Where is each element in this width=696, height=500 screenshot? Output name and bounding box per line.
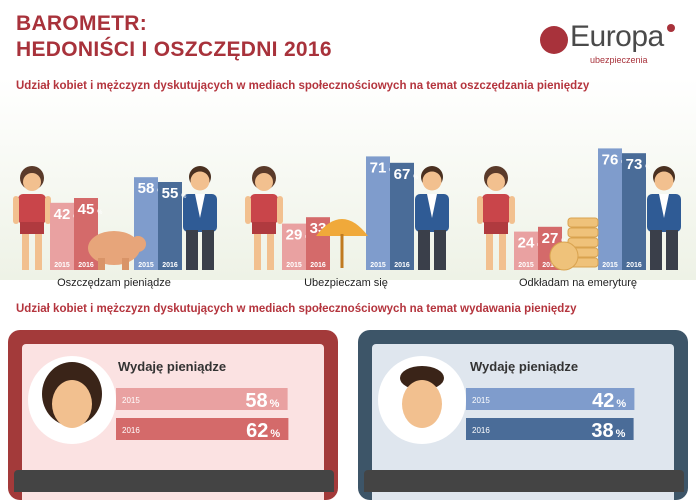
bar-men-2016 bbox=[390, 162, 414, 270]
man-figure-icon bbox=[183, 166, 217, 270]
data-label-men-2016: 73 bbox=[626, 156, 643, 173]
spend-value-women-2015: 58 bbox=[245, 390, 267, 412]
bar-women-2015 bbox=[514, 231, 538, 270]
percent-unit: % bbox=[270, 398, 280, 410]
spend-bar-women-2016 bbox=[116, 418, 289, 440]
men-panel-title: Wydaję pieniądze bbox=[470, 359, 579, 374]
coins-icon bbox=[549, 217, 599, 271]
man-figure-icon bbox=[415, 166, 449, 270]
brand-name: Europa bbox=[570, 20, 664, 53]
bar-women-2015 bbox=[282, 223, 306, 270]
spend-year-men-2016: 2016 bbox=[472, 426, 490, 435]
brand-subtitle: ubezpieczenia bbox=[590, 55, 648, 65]
data-label-men-2016: 67 bbox=[394, 166, 411, 183]
data-label-men-2015: 76 bbox=[602, 151, 619, 168]
woman-face-icon bbox=[28, 356, 116, 444]
spend-bar-men-2015 bbox=[466, 388, 635, 410]
year-label-women-2016: 2016 bbox=[310, 262, 326, 269]
man-figure-icon bbox=[647, 166, 681, 270]
section1-heading: Udział kobiet i mężczyzn dyskutujących w… bbox=[16, 80, 590, 92]
data-label-women-2015: 42 bbox=[54, 206, 71, 223]
year-label-women-2015: 2015 bbox=[518, 262, 534, 269]
data-label-men-2015: 71 bbox=[370, 159, 387, 176]
bar-men-2016 bbox=[622, 153, 646, 270]
section2-heading: Udział kobiet i mężczyzn dyskutujących w… bbox=[16, 303, 577, 315]
data-label-women-2016: 45 bbox=[78, 201, 95, 218]
percent-unit: % bbox=[616, 428, 626, 440]
data-label-women-2015: 29 bbox=[286, 227, 303, 244]
group-label-savings: Oszczędzam pieniądze bbox=[57, 277, 171, 289]
data-label-men-2015: 58 bbox=[138, 180, 155, 197]
percent-unit: % bbox=[645, 165, 651, 171]
spend-value-men-2016: 38 bbox=[591, 420, 613, 442]
data-label-women-2016: 27 bbox=[542, 230, 559, 247]
bar-men-2016 bbox=[158, 182, 182, 270]
year-label-men-2015: 2015 bbox=[602, 262, 618, 269]
man-face-icon bbox=[378, 356, 466, 444]
bar-men-2015 bbox=[598, 148, 622, 270]
laptop-women-keyboard bbox=[14, 470, 334, 492]
year-label-women-2015: 2015 bbox=[54, 262, 70, 269]
spend-year-women-2016: 2016 bbox=[122, 426, 140, 435]
woman-figure-icon bbox=[13, 166, 51, 270]
women-panel-title: Wydaję pieniądze bbox=[118, 359, 227, 374]
year-label-women-2016: 2016 bbox=[542, 262, 558, 269]
laptop-men-keyboard bbox=[364, 470, 684, 492]
spend-bar-men-2016 bbox=[466, 418, 634, 440]
umbrella-icon bbox=[316, 219, 368, 268]
data-label-men-2016: 55 bbox=[162, 185, 179, 202]
group-label-retirement: Odkładam na emeryturę bbox=[519, 277, 637, 289]
spend-bar-women-2015 bbox=[116, 388, 288, 410]
brand-logo-icon bbox=[540, 26, 568, 54]
bar-men-2015 bbox=[366, 156, 390, 270]
percent-unit: % bbox=[97, 210, 103, 216]
year-label-men-2015: 2015 bbox=[138, 262, 154, 269]
year-label-men-2016: 2016 bbox=[162, 262, 178, 269]
percent-unit: % bbox=[181, 194, 187, 200]
data-label-women-2015: 24 bbox=[518, 235, 535, 252]
spend-year-women-2015: 2015 bbox=[122, 396, 140, 405]
woman-figure-icon bbox=[477, 166, 515, 270]
year-label-women-2015: 2015 bbox=[286, 262, 302, 269]
page-title-line1: BAROMETR: bbox=[16, 12, 148, 35]
spend-value-men-2015: 42 bbox=[592, 390, 614, 412]
year-label-women-2016: 2016 bbox=[78, 262, 94, 269]
bar-women-2015 bbox=[50, 202, 74, 270]
spend-year-men-2015: 2015 bbox=[472, 396, 490, 405]
piggy-bank-icon bbox=[88, 231, 146, 270]
year-label-men-2015: 2015 bbox=[370, 262, 386, 269]
spend-value-women-2016: 62 bbox=[246, 420, 268, 442]
year-label-men-2016: 2016 bbox=[394, 262, 410, 269]
group-label-insurance: Ubezpieczam się bbox=[304, 277, 388, 289]
year-label-men-2016: 2016 bbox=[626, 262, 642, 269]
woman-figure-icon bbox=[245, 166, 283, 270]
percent-unit: % bbox=[616, 398, 626, 410]
brand-dot-icon bbox=[667, 24, 675, 32]
percent-unit: % bbox=[413, 175, 419, 181]
percent-unit: % bbox=[270, 428, 280, 440]
page-title-line2: HEDONIŚCI I OSZCZĘDNI 2016 bbox=[16, 38, 332, 61]
